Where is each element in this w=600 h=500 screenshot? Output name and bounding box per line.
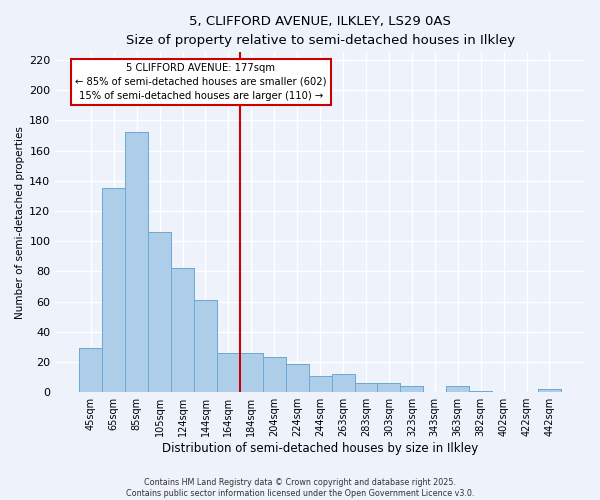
- Bar: [286, 364, 308, 392]
- Bar: [240, 353, 263, 392]
- Bar: [125, 132, 148, 392]
- Bar: [217, 353, 240, 392]
- Text: 5 CLIFFORD AVENUE: 177sqm
← 85% of semi-detached houses are smaller (602)
15% of: 5 CLIFFORD AVENUE: 177sqm ← 85% of semi-…: [75, 62, 327, 100]
- Bar: [171, 268, 194, 392]
- Bar: [538, 389, 561, 392]
- Bar: [263, 358, 286, 392]
- Bar: [400, 386, 424, 392]
- Bar: [538, 389, 561, 392]
- Bar: [148, 232, 171, 392]
- Bar: [171, 268, 194, 392]
- Bar: [469, 390, 492, 392]
- Bar: [308, 376, 332, 392]
- Bar: [355, 383, 377, 392]
- Bar: [400, 386, 424, 392]
- Text: Contains HM Land Registry data © Crown copyright and database right 2025.
Contai: Contains HM Land Registry data © Crown c…: [126, 478, 474, 498]
- Bar: [377, 383, 400, 392]
- Bar: [446, 386, 469, 392]
- Bar: [125, 132, 148, 392]
- Bar: [148, 232, 171, 392]
- Bar: [355, 383, 377, 392]
- Bar: [102, 188, 125, 392]
- Bar: [332, 374, 355, 392]
- Bar: [240, 353, 263, 392]
- Title: 5, CLIFFORD AVENUE, ILKLEY, LS29 0AS
Size of property relative to semi-detached : 5, CLIFFORD AVENUE, ILKLEY, LS29 0AS Siz…: [125, 15, 515, 47]
- Bar: [194, 300, 217, 392]
- Y-axis label: Number of semi-detached properties: Number of semi-detached properties: [15, 126, 25, 318]
- Bar: [286, 364, 308, 392]
- Bar: [102, 188, 125, 392]
- Bar: [217, 353, 240, 392]
- Bar: [377, 383, 400, 392]
- Bar: [194, 300, 217, 392]
- X-axis label: Distribution of semi-detached houses by size in Ilkley: Distribution of semi-detached houses by …: [162, 442, 478, 455]
- Bar: [263, 358, 286, 392]
- Bar: [79, 348, 102, 392]
- Bar: [79, 348, 102, 392]
- Bar: [308, 376, 332, 392]
- Bar: [446, 386, 469, 392]
- Bar: [332, 374, 355, 392]
- Bar: [469, 390, 492, 392]
